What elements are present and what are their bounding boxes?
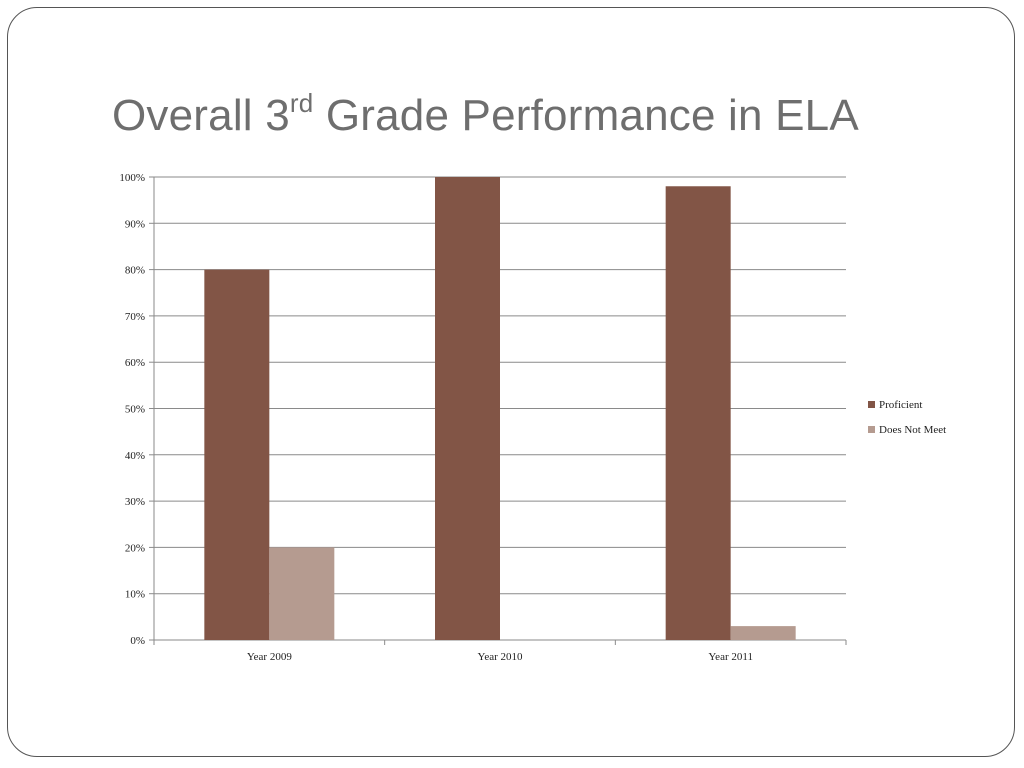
- y-tick-label: 20%: [125, 542, 145, 554]
- legend-label: Does Not Meet: [879, 424, 946, 436]
- title-rest: Grade Performance in ELA: [313, 91, 859, 140]
- y-tick-label: 90%: [125, 218, 145, 230]
- slide-frame: [7, 7, 1015, 757]
- y-tick-label: 50%: [125, 404, 145, 416]
- bar-proficient: [204, 269, 270, 640]
- legend-swatch: [868, 401, 875, 408]
- x-tick-label: Year 2009: [247, 651, 293, 663]
- y-tick-label: 30%: [125, 496, 145, 508]
- legend-label: Proficient: [879, 399, 922, 411]
- bar-does-not-meet: [269, 547, 335, 640]
- y-tick-label: 70%: [125, 311, 145, 323]
- y-tick-label: 100%: [119, 172, 145, 184]
- bar-does-not-meet: [730, 626, 796, 640]
- y-tick-label: 60%: [125, 357, 145, 369]
- x-tick-label: Year 2011: [708, 651, 753, 663]
- legend-swatch: [868, 426, 875, 433]
- y-tick-label: 0%: [130, 635, 145, 647]
- bar-proficient: [435, 177, 500, 640]
- y-tick-label: 40%: [125, 450, 145, 462]
- y-tick-label: 10%: [125, 589, 145, 601]
- page-title: Overall 3rd Grade Performance in ELA: [112, 88, 859, 141]
- bar-proficient: [665, 186, 731, 640]
- title-superscript: rd: [289, 88, 314, 118]
- x-tick-label: Year 2010: [477, 651, 523, 663]
- title-main: Overall 3: [112, 91, 290, 140]
- y-tick-label: 80%: [125, 265, 145, 277]
